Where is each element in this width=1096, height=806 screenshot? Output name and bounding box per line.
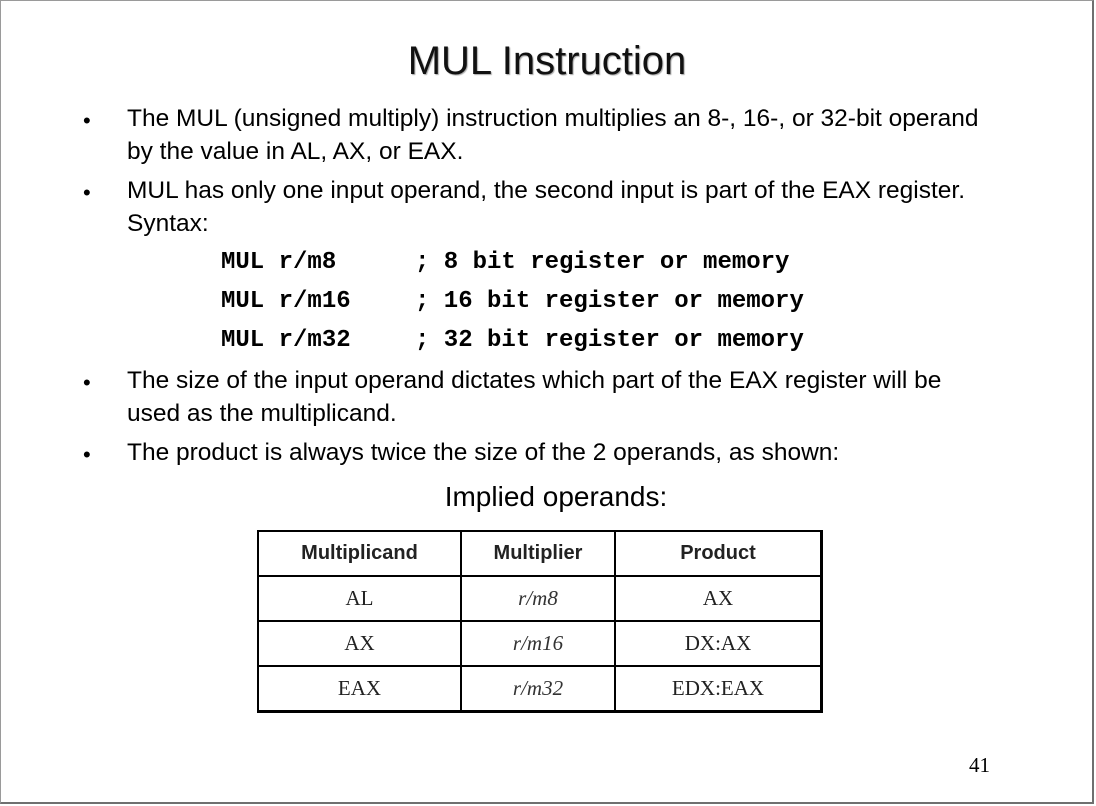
bullet-marker: • [83, 180, 91, 205]
bullet-marker: • [83, 442, 91, 467]
cell-multiplier: r/m16 [460, 620, 616, 667]
bullet-marker: • [83, 108, 91, 133]
bullet-marker: • [83, 370, 91, 395]
cell-product: DX:AX [614, 620, 823, 667]
cell-product: AX [614, 575, 823, 622]
syntax-comment: ; 32 bit register or memory [415, 327, 804, 354]
syntax-comment: ; 16 bit register or memory [415, 288, 804, 315]
bullet-text-3: The size of the input operand dictates w… [127, 367, 942, 427]
bullet-text-1: The MUL (unsigned multiply) instruction … [127, 105, 979, 165]
table-row: EAX r/m32 EDX:EAX [257, 665, 823, 713]
page-number: 41 [969, 753, 990, 777]
cell-multiplier: r/m32 [460, 665, 616, 713]
syntax-comment: ; 8 bit register or memory [415, 249, 790, 276]
syntax-line: MUL r/m16 ; 16 bit register or memory [221, 287, 804, 317]
implied-operands-table: Multiplicand Multiplier Product AL r/m8 … [257, 530, 823, 713]
table-row: AX r/m16 DX:AX [257, 620, 823, 667]
column-header-product: Product [614, 530, 823, 577]
cell-multiplicand: EAX [257, 665, 462, 713]
cell-multiplicand: AL [257, 575, 462, 622]
cell-multiplier: r/m8 [460, 575, 616, 622]
column-header-multiplier: Multiplier [460, 530, 616, 577]
table-row: AL r/m8 AX [257, 575, 823, 622]
syntax-line: MUL r/m32 ; 32 bit register or memory [221, 326, 804, 356]
syntax-instruction: MUL r/m16 [221, 288, 351, 315]
cell-multiplicand: AX [257, 620, 462, 667]
syntax-instruction: MUL r/m8 [221, 249, 337, 276]
table-caption: Implied operands: [444, 481, 668, 512]
syntax-instruction: MUL r/m32 [221, 327, 351, 354]
bullet-text-2: MUL has only one input operand, the seco… [127, 177, 966, 237]
bullet-text-4: The product is always twice the size of … [127, 439, 840, 466]
cell-product: EDX:EAX [614, 665, 823, 713]
table-header-row: Multiplicand Multiplier Product [257, 530, 823, 577]
slide-title: MUL Instruction [407, 39, 687, 83]
syntax-line: MUL r/m8 ; 8 bit register or memory [221, 248, 789, 278]
column-header-multiplicand: Multiplicand [257, 530, 462, 577]
